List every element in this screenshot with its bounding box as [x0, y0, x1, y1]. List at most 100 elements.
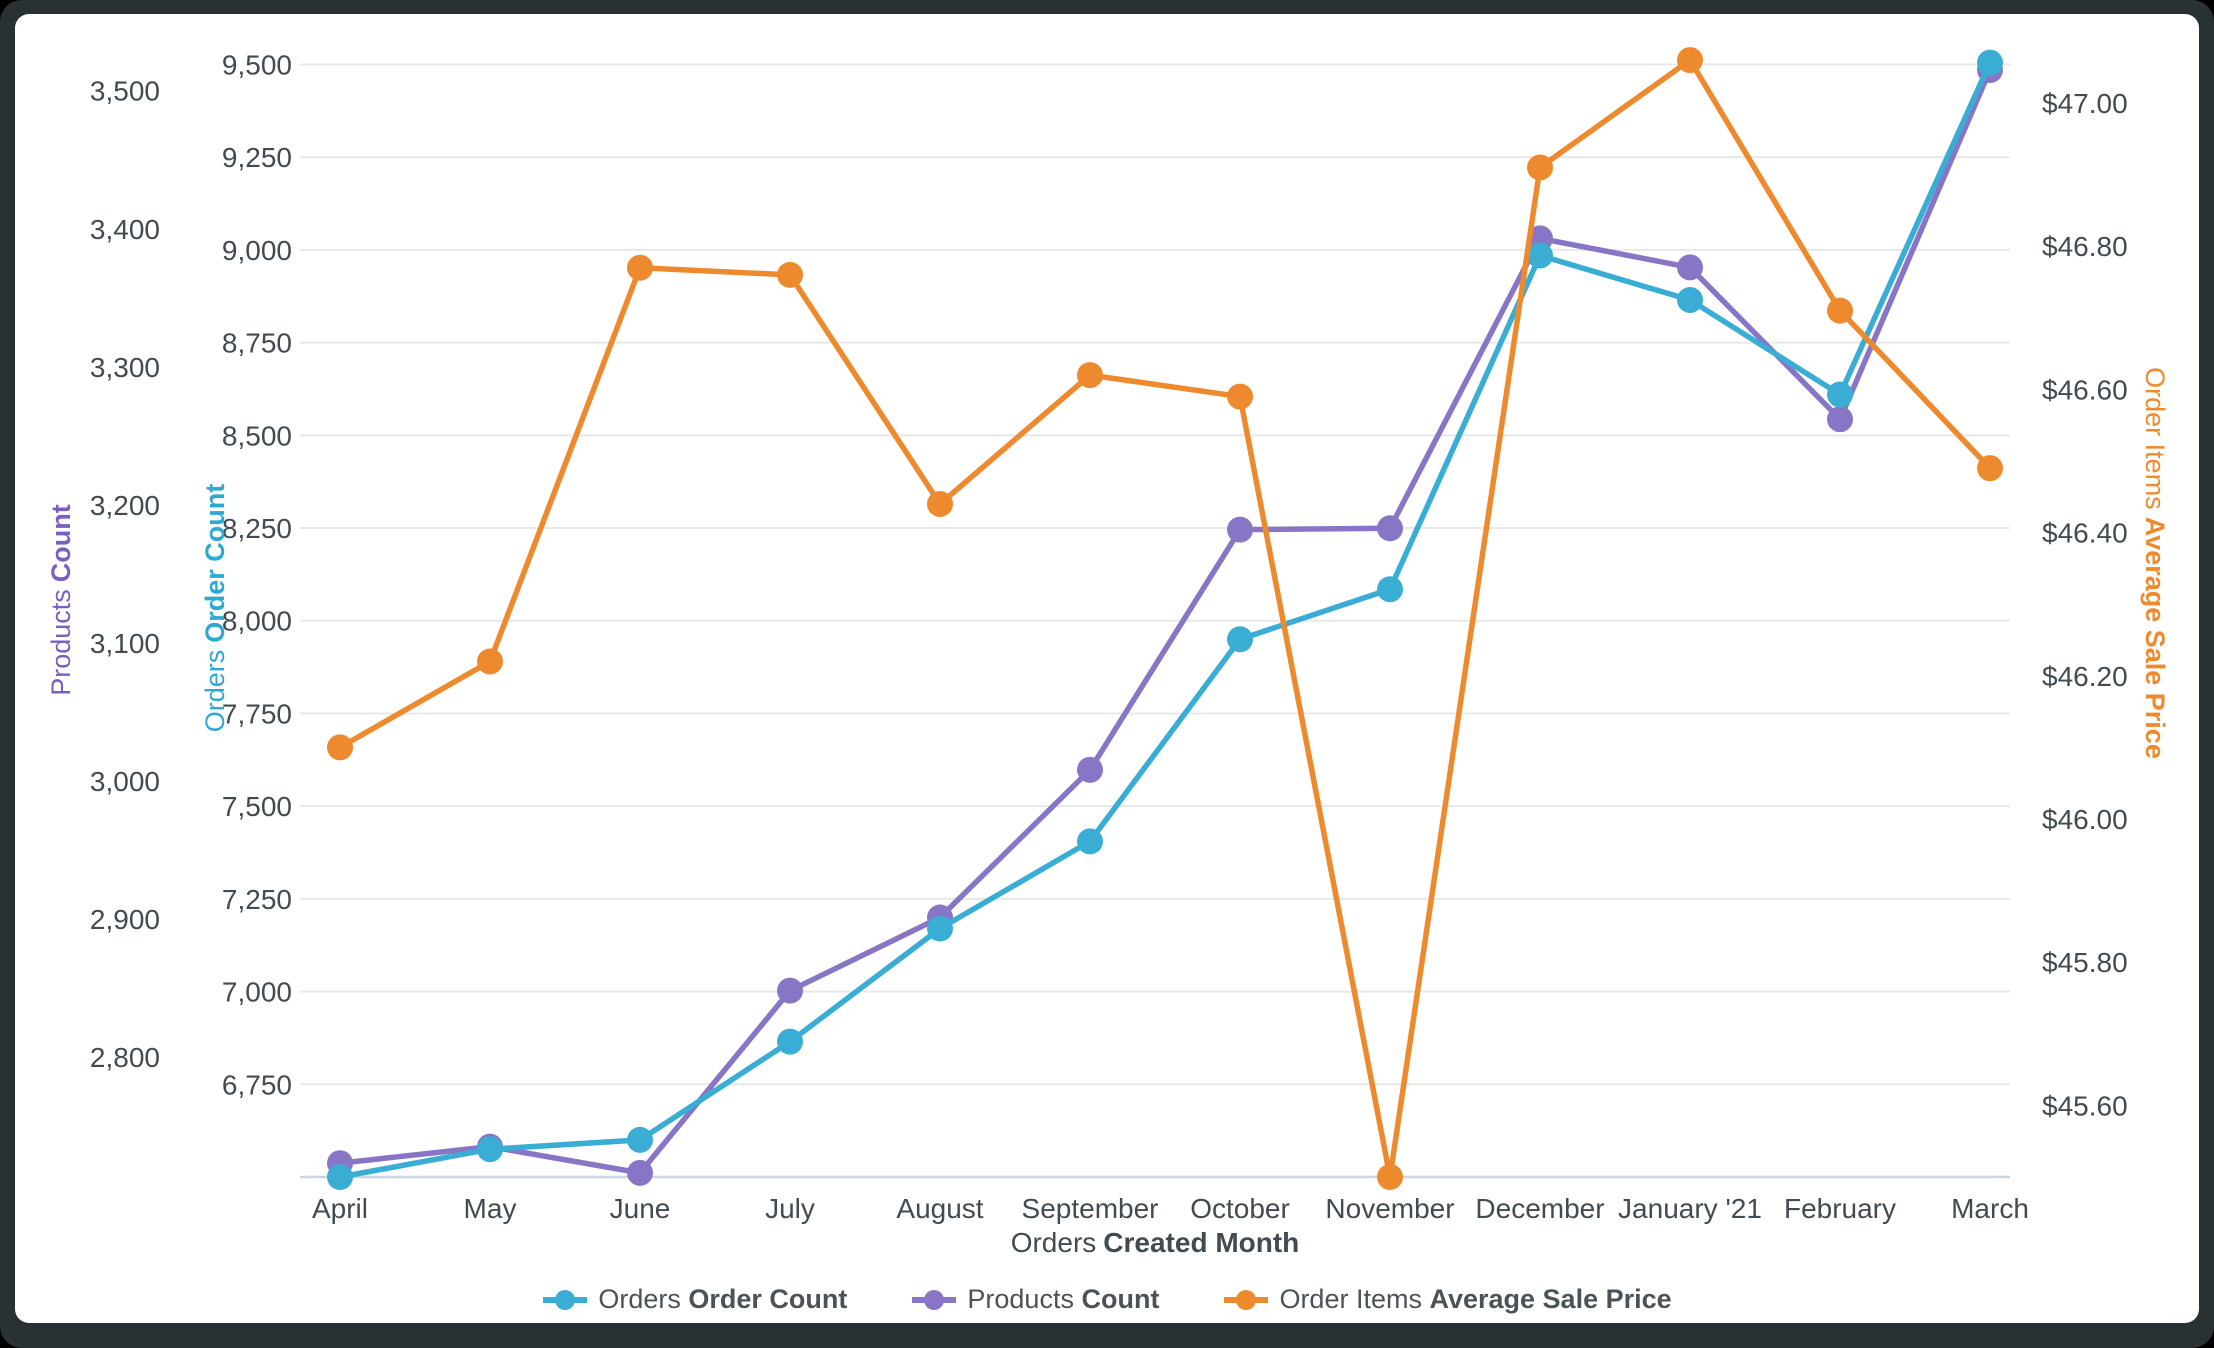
y-tick-orders: 8,250: [222, 513, 292, 544]
x-tick-month: December: [1475, 1193, 1604, 1224]
y-tick-price: $45.80: [2042, 947, 2128, 978]
y-tick-products: 3,500: [90, 76, 160, 107]
legend-label-view: Order Items: [1279, 1284, 1422, 1314]
data-point-orders-order-count-april[interactable]: [327, 1164, 353, 1190]
y-axis-title-products-count: ProductsCount: [46, 504, 76, 696]
data-point-order-items-average-sale-price-april[interactable]: [327, 734, 353, 761]
data-point-orders-order-count-june[interactable]: [627, 1126, 653, 1153]
legend-label-view: Orders: [598, 1284, 681, 1314]
legend-marker-products-count: [911, 1287, 957, 1313]
data-point-products-count-september[interactable]: [1077, 756, 1103, 783]
data-point-order-items-average-sale-price-february[interactable]: [1827, 297, 1853, 324]
y-tick-products: 3,200: [90, 490, 160, 521]
legend-label-field: Average Sale Price: [1429, 1284, 1672, 1314]
y-tick-price: $45.60: [2042, 1090, 2128, 1121]
y-tick-products: 2,800: [90, 1042, 160, 1073]
y-tick-orders: 8,500: [222, 420, 292, 451]
y-tick-products: 3,000: [90, 766, 160, 797]
x-tick-month: March: [1951, 1193, 2029, 1224]
x-tick-month: June: [610, 1193, 671, 1224]
y-tick-price: $46.00: [2042, 804, 2128, 835]
legend-label-view: Products: [967, 1284, 1074, 1314]
x-tick-month: January '21: [1618, 1193, 1762, 1224]
legend-item-products-count[interactable]: Products Count: [911, 1284, 1159, 1315]
y-tick-price: $46.20: [2042, 661, 2128, 692]
x-tick-month: November: [1325, 1193, 1454, 1224]
legend-label-order-items-average-sale-price: Order Items Average Sale Price: [1279, 1284, 1671, 1315]
data-point-products-count-november[interactable]: [1377, 515, 1403, 542]
y-tick-price: $46.60: [2042, 374, 2128, 405]
series-marker-icon: [912, 1289, 957, 1310]
y-tick-orders: 7,000: [222, 977, 292, 1008]
y-tick-orders: 9,250: [222, 142, 292, 173]
series-marker-icon: [1224, 1289, 1269, 1310]
data-point-orders-order-count-july[interactable]: [777, 1028, 803, 1055]
y-tick-products: 3,400: [90, 214, 160, 245]
y-tick-orders: 8,750: [222, 328, 292, 359]
series-line-order-items-average-sale-price: [337, 57, 1993, 1180]
x-tick-month: April: [312, 1193, 368, 1224]
data-point-products-count-january-21[interactable]: [1677, 254, 1703, 281]
data-point-orders-order-count-may[interactable]: [477, 1136, 503, 1163]
data-point-order-items-average-sale-price-august[interactable]: [927, 490, 953, 517]
y-tick-products: 3,300: [90, 352, 160, 383]
legend-label-products-count: Products Count: [967, 1284, 1159, 1315]
legend-item-order-items-average-sale-price[interactable]: Order Items Average Sale Price: [1223, 1284, 1672, 1315]
data-point-products-count-february[interactable]: [1827, 406, 1853, 433]
x-tick-month: May: [464, 1193, 517, 1224]
x-tick-month: July: [765, 1193, 815, 1224]
data-point-orders-order-count-november[interactable]: [1377, 576, 1403, 603]
y-tick-price: $46.40: [2042, 518, 2128, 549]
data-point-orders-order-count-january-21[interactable]: [1677, 286, 1703, 313]
y-tick-orders: 7,500: [222, 791, 292, 822]
y-tick-orders: 6,750: [222, 1069, 292, 1100]
data-point-products-count-june[interactable]: [627, 1159, 653, 1186]
data-point-order-items-average-sale-price-january-21[interactable]: [1677, 47, 1703, 74]
y-tick-orders: 9,500: [222, 49, 292, 80]
x-tick-month: August: [896, 1193, 983, 1224]
x-tick-month: October: [1190, 1193, 1290, 1224]
data-point-order-items-average-sale-price-november[interactable]: [1377, 1164, 1403, 1190]
data-point-order-items-average-sale-price-october[interactable]: [1227, 383, 1253, 410]
y-tick-orders: 9,000: [222, 235, 292, 266]
y-axis-title-order-items-average-sale-price: Order ItemsAverage Sale Price: [2140, 367, 2170, 759]
legend-marker-orders-order-count: [542, 1287, 588, 1313]
y-tick-price: $47.00: [2042, 88, 2128, 119]
data-point-orders-order-count-march[interactable]: [1977, 49, 2003, 76]
data-point-order-items-average-sale-price-september[interactable]: [1077, 362, 1103, 389]
x-tick-month: September: [1022, 1193, 1159, 1224]
x-axis-title: Orders Created Month: [1011, 1227, 1300, 1258]
y-tick-orders: 7,250: [222, 884, 292, 915]
legend-marker-order-items-average-sale-price: [1223, 1287, 1269, 1313]
data-point-order-items-average-sale-price-december[interactable]: [1527, 154, 1553, 181]
legend: Orders Order Count Products Count Order …: [0, 1284, 2214, 1315]
series-line-products-count: [337, 67, 1993, 1176]
data-point-order-items-average-sale-price-july[interactable]: [777, 261, 803, 288]
y-tick-orders: 8,000: [222, 606, 292, 637]
x-tick-month: February: [1784, 1193, 1896, 1224]
legend-label-orders-order-count: Orders Order Count: [598, 1284, 847, 1315]
data-point-orders-order-count-september[interactable]: [1077, 828, 1103, 855]
legend-item-orders-order-count[interactable]: Orders Order Count: [542, 1284, 847, 1315]
data-point-orders-order-count-october[interactable]: [1227, 626, 1253, 653]
y-tick-price: $46.80: [2042, 231, 2128, 262]
data-point-orders-order-count-february[interactable]: [1827, 381, 1853, 408]
series-line-orders-order-count: [337, 59, 1993, 1180]
chart-card: [15, 14, 2199, 1323]
legend-label-field: Count: [1081, 1284, 1160, 1314]
legend-label-field: Order Count: [688, 1284, 848, 1314]
y-tick-products: 2,900: [90, 904, 160, 935]
data-point-order-items-average-sale-price-march[interactable]: [1977, 455, 2003, 482]
data-point-order-items-average-sale-price-may[interactable]: [477, 648, 503, 675]
y-tick-orders: 7,750: [222, 698, 292, 729]
series-marker-icon: [543, 1289, 588, 1310]
y-axis-title-orders-order-count: OrdersOrder Count: [200, 484, 230, 733]
data-point-order-items-average-sale-price-june[interactable]: [627, 254, 653, 281]
data-point-products-count-july[interactable]: [777, 977, 803, 1004]
data-point-orders-order-count-august[interactable]: [927, 915, 953, 942]
y-tick-products: 3,100: [90, 628, 160, 659]
data-point-products-count-october[interactable]: [1227, 516, 1253, 543]
data-point-orders-order-count-december[interactable]: [1527, 242, 1553, 269]
